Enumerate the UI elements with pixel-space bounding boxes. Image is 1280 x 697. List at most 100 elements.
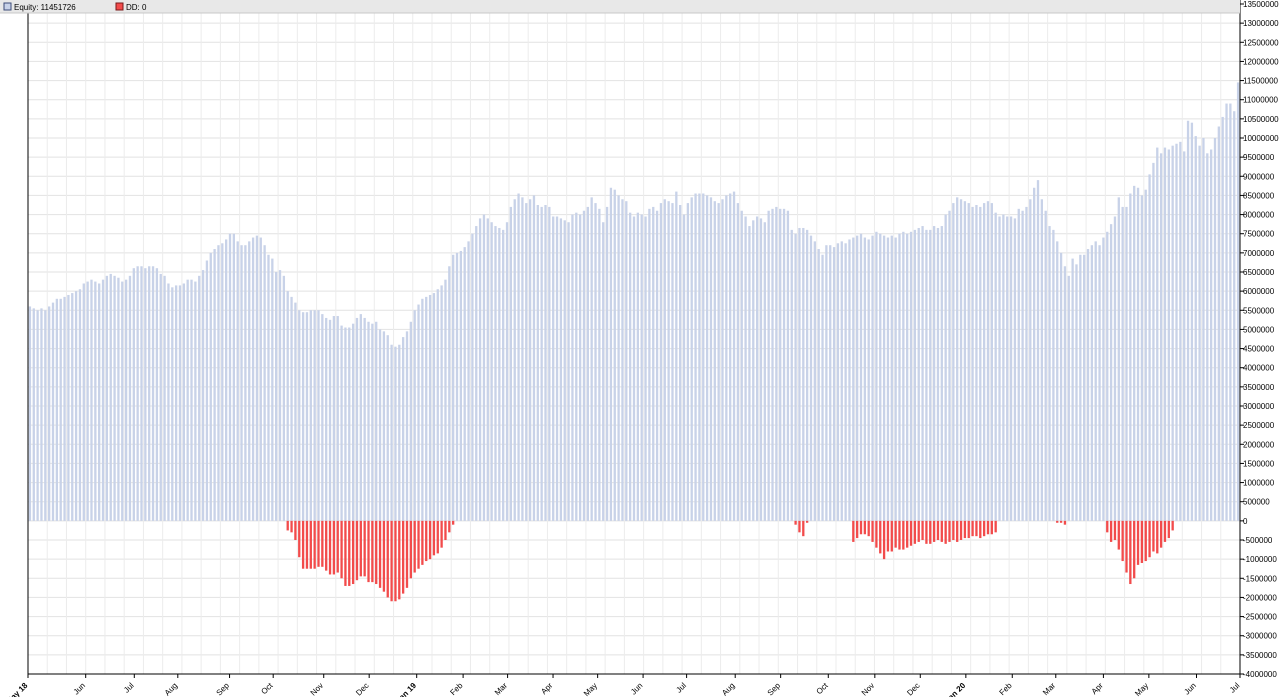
equity-bar <box>1052 229 1055 521</box>
equity-bar <box>744 216 747 521</box>
equity-bar <box>1186 120 1190 521</box>
drawdown-bar <box>448 520 451 533</box>
drawdown-bar <box>1117 520 1120 550</box>
equity-bar <box>63 296 66 521</box>
equity-bar <box>863 237 867 521</box>
equity-bar <box>702 193 705 521</box>
drawdown-bar <box>794 520 797 525</box>
drawdown-bar <box>398 520 401 600</box>
equity-bar <box>875 231 878 521</box>
drawdown-bar <box>444 520 447 540</box>
equity-bar <box>271 258 274 521</box>
drawdown-bar <box>1133 520 1136 579</box>
equity-bar <box>1202 138 1205 521</box>
drawdown-bar <box>1129 520 1132 585</box>
equity-bar <box>871 235 874 521</box>
equity-bars <box>28 82 1240 521</box>
equity-bar <box>836 243 840 521</box>
equity-bar <box>1175 143 1178 521</box>
equity-bar <box>1013 218 1017 521</box>
equity-bar <box>856 235 859 521</box>
y-tick-label: 12500000 <box>1243 38 1279 47</box>
equity-bar <box>313 310 316 521</box>
equity-bar <box>894 237 897 521</box>
drawdown-bar <box>971 520 974 537</box>
drawdown-bar <box>317 520 320 567</box>
y-tick-label: 5500000 <box>1243 306 1275 315</box>
equity-bar <box>682 214 686 521</box>
equity-bar <box>463 247 466 521</box>
y-axis: 13500000 13000000 12500000 12000000 11500000… <box>1239 0 1279 679</box>
equity-bar <box>136 266 139 521</box>
equity-bar <box>1209 149 1213 521</box>
equity-bar <box>1002 214 1005 521</box>
equity-bar <box>448 266 451 521</box>
equity-bar <box>498 227 501 521</box>
drawdown-bar <box>421 520 424 565</box>
equity-bar <box>921 226 924 521</box>
equity-bar <box>1136 187 1140 521</box>
equity-bar <box>1159 153 1163 521</box>
equity-bar <box>209 252 212 521</box>
equity-bar <box>886 237 890 521</box>
drawdown-bar <box>952 520 955 540</box>
equity-bar <box>829 245 832 521</box>
equity-bar <box>525 203 528 521</box>
equity-bar <box>940 226 943 521</box>
drawdown-bar <box>917 520 920 542</box>
equity-bar <box>967 203 970 521</box>
legend: Equity: 11451726 DD: 0 <box>0 0 1240 14</box>
equity-bar <box>1183 151 1186 521</box>
equity-bar <box>998 216 1001 521</box>
equity-bar <box>1056 241 1059 521</box>
equity-bar <box>994 212 997 521</box>
equity-bar <box>1006 216 1009 521</box>
drawdown-bar <box>994 520 997 533</box>
equity-bar <box>471 233 474 521</box>
equity-bar <box>909 231 913 521</box>
y-tick-label: 0 <box>1243 517 1248 526</box>
equity-bar <box>552 216 555 521</box>
equity-bar <box>151 266 155 521</box>
equity-bar <box>929 229 932 521</box>
equity-bar <box>559 218 563 521</box>
y-tick-label: 10000000 <box>1243 134 1279 143</box>
drawdown-bar <box>1109 520 1113 542</box>
equity-bar <box>625 201 628 521</box>
equity-bar <box>144 268 147 521</box>
equity-bar <box>405 331 409 521</box>
equity-bar <box>971 206 974 521</box>
equity-bar <box>890 235 893 521</box>
equity-bar <box>775 206 778 521</box>
equity-bar <box>1017 208 1020 521</box>
equity-bar <box>440 285 443 521</box>
drawdown-bar <box>375 520 378 585</box>
equity-bar <box>1225 103 1228 521</box>
equity-bar <box>121 281 124 521</box>
equity-bar <box>698 193 701 521</box>
equity-bar <box>336 316 339 521</box>
equity-bar <box>221 243 224 521</box>
equity-bar <box>1106 231 1109 521</box>
equity-bar <box>98 283 101 521</box>
equity-bar <box>1075 264 1078 521</box>
equity-bar <box>602 222 605 521</box>
drawdown-bar <box>805 520 809 523</box>
equity-bar <box>609 187 613 521</box>
drawdown-bar <box>902 520 905 550</box>
equity-bar <box>1071 258 1074 521</box>
y-tick-label: 9000000 <box>1243 172 1275 181</box>
equity-bar <box>1156 147 1159 521</box>
equity-bar <box>1117 197 1120 521</box>
equity-bar <box>721 199 724 521</box>
drawdown-bar <box>294 520 297 540</box>
equity-bar <box>78 289 82 521</box>
equity-bar <box>825 245 828 521</box>
drawdown-bar <box>321 520 324 567</box>
drawdown-bar <box>898 520 901 550</box>
equity-bar <box>1190 122 1194 521</box>
equity-bar <box>544 205 547 521</box>
equity-bar <box>205 260 209 521</box>
equity-bar <box>1121 206 1124 521</box>
drawdown-bar <box>452 520 455 525</box>
